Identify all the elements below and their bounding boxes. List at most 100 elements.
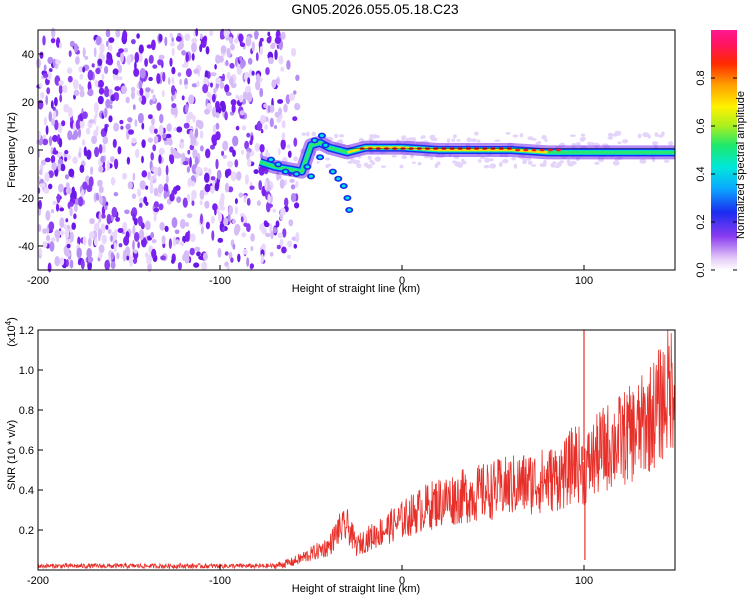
spectrogram-cell (246, 198, 251, 206)
spectrogram-halo-cell (478, 159, 482, 163)
spectrogram-halo-cell (451, 160, 458, 164)
spectrogram-cell (55, 59, 62, 65)
spectrogram-cell (284, 179, 288, 186)
spectrogram-cell (195, 166, 202, 174)
spectrogram-cell (82, 47, 86, 58)
spectrogram-cell (84, 55, 89, 60)
spectrogram-cell (141, 170, 148, 178)
spectrogram-cell (280, 139, 286, 150)
spectrogram-cell (168, 138, 173, 146)
spectrogram-x-tick-label: 0 (399, 275, 405, 287)
spectrogram-cell (150, 152, 154, 161)
spectrogram-halo-cell (347, 160, 354, 164)
trace-blob-core (309, 174, 313, 178)
spectrogram-cell (67, 130, 73, 141)
spectrogram-cell (78, 196, 84, 207)
spectrogram-cell (53, 147, 56, 154)
spectrogram-cell (222, 140, 229, 151)
snr-x-tick-label: 0 (399, 575, 405, 587)
spectrogram-halo-cell (456, 139, 461, 142)
spectrogram-cell (219, 81, 225, 89)
spectrogram-cell (152, 94, 156, 102)
spectrogram-cell (172, 148, 177, 155)
spectrogram-halo-cell (512, 134, 519, 138)
spectrogram-cells (35, 27, 674, 273)
spectrogram-cell (222, 226, 225, 233)
colorbar-tick-label: 0.8 (695, 70, 707, 85)
spectrogram-cell (162, 71, 166, 82)
spectrogram-cell (212, 106, 217, 118)
spectrogram-cell (269, 117, 274, 128)
spectrogram-cell (274, 49, 278, 61)
spectrogram-cell (238, 192, 244, 198)
spectrogram-cell (224, 84, 230, 93)
spectrogram-cell (123, 47, 129, 53)
spectrogram-cell (214, 181, 220, 192)
spectrogram-cell (241, 149, 245, 155)
spectrogram-cell (191, 37, 198, 44)
spectrogram-cell (51, 27, 56, 39)
spectrogram-cell (200, 213, 203, 225)
spectrogram-cell (117, 228, 124, 233)
snr-x-label: Height of straight line (km) (292, 583, 420, 595)
spectrogram-cell (125, 96, 130, 104)
spectrogram-cell (114, 86, 121, 92)
spectrogram-cell (134, 119, 138, 127)
spectrogram-halo-cell (446, 138, 451, 144)
spectrogram-cell (151, 117, 155, 126)
spectrogram-cell (244, 174, 249, 185)
spectrogram-cell (194, 128, 199, 139)
spectrogram-cell (193, 68, 200, 75)
spectrogram-cell (151, 239, 157, 244)
spectrogram-cell (137, 241, 140, 249)
spectrogram-cell (179, 218, 186, 229)
spectrogram-cell (125, 123, 131, 130)
spectrogram-cell (127, 181, 133, 190)
spectrogram-cell (140, 95, 147, 105)
spectrogram-cell (255, 52, 259, 62)
spectrogram-cell (292, 116, 298, 122)
spectrogram-cell (152, 144, 157, 152)
spectrogram-cell (108, 44, 113, 52)
spectrogram-cell (48, 68, 53, 73)
spectrogram-cell (203, 35, 208, 44)
spectrogram-halo-cell (411, 161, 416, 164)
spectrogram-cell (164, 36, 168, 47)
spectrogram-cell (88, 119, 95, 124)
spectrogram-cell (45, 125, 49, 135)
spectrogram-cell (101, 73, 105, 81)
spectrogram-cell (215, 112, 220, 119)
spectrogram-cell (159, 221, 165, 231)
spectrogram-halo-cell (466, 137, 472, 143)
spectrogram-cell (126, 55, 132, 65)
colorbar-ticks: 0.0 0.2 0.4 0.6 0.8 (695, 70, 737, 278)
spectrogram-halo-cell (654, 132, 659, 138)
spectrogram-cell (220, 45, 227, 54)
spectrogram-cell (281, 31, 286, 40)
spectrogram-cell (171, 103, 177, 109)
spectrogram-cell (281, 246, 287, 254)
spectrogram-cell (137, 188, 141, 197)
spectrogram-cell (143, 196, 148, 204)
trace-blob-core (347, 208, 352, 212)
spectrogram-cell (149, 178, 153, 190)
spectrogram-cell (215, 158, 219, 170)
spectrogram-cell (153, 207, 160, 213)
colorbar-tick-label: 0.0 (695, 262, 707, 277)
spectrogram-cell (159, 113, 164, 124)
spectrogram-cell (231, 103, 236, 113)
spectrogram-cell (50, 155, 56, 164)
spectrogram-cell (38, 248, 43, 256)
spectrogram-cell (97, 95, 104, 105)
spectrogram-cell (253, 169, 259, 175)
spectrogram-cell (57, 163, 61, 171)
spectrogram-cell (64, 149, 69, 155)
spectrogram-halo-cell (431, 134, 436, 139)
spectrogram-cell (48, 111, 53, 122)
spectrogram-cell (233, 38, 239, 44)
spectrogram-cell (104, 66, 109, 74)
spectrogram-halo-cell (494, 139, 501, 142)
spectrogram-cell (219, 197, 225, 209)
spectrogram-cell (93, 114, 97, 126)
spectrogram-cell (65, 187, 72, 195)
